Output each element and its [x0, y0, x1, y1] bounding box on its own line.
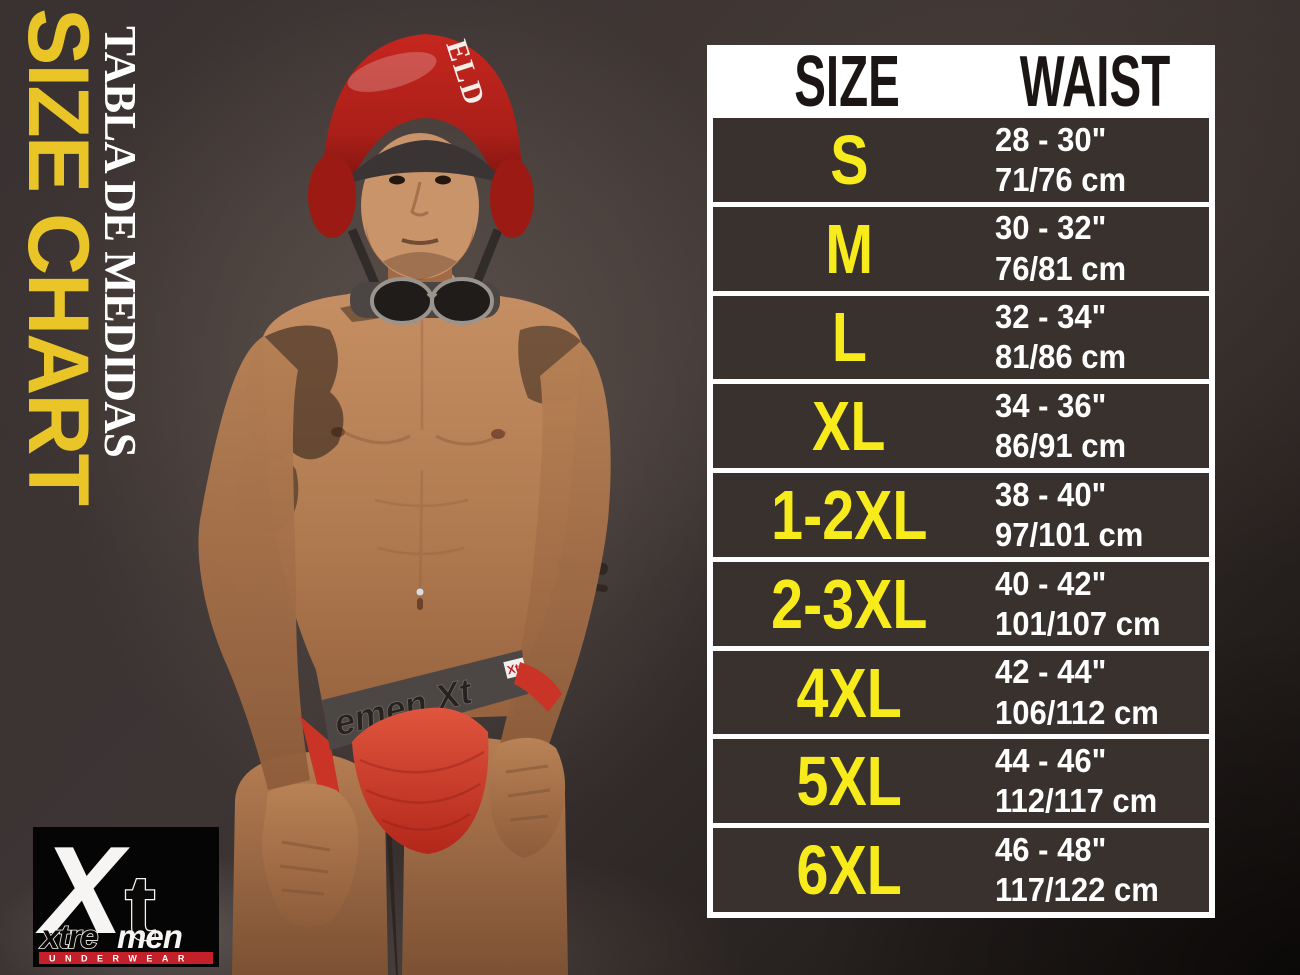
- size-label: 6XL: [796, 831, 902, 910]
- logo-wordmark-solid: men: [117, 918, 182, 955]
- model-hands: [262, 737, 566, 927]
- size-label: 2-3XL: [770, 564, 928, 643]
- waist-values: 40 - 42" 101/107 cm: [985, 564, 1209, 645]
- header-size: SIZE: [794, 42, 900, 122]
- waist-values: 44 - 46" 112/117 cm: [985, 741, 1209, 822]
- waist-inches: 46 - 48": [995, 830, 1107, 868]
- size-table-header: SIZE WAIST: [713, 46, 1209, 118]
- waist-values: 46 - 48" 117/122 cm: [985, 830, 1209, 911]
- waist-inches: 28 - 30": [995, 120, 1107, 158]
- waist-cm: 76/81 cm: [995, 249, 1127, 287]
- size-table-row: S 28 - 30" 71/76 cm: [713, 118, 1209, 202]
- size-label: 1-2XL: [770, 476, 928, 555]
- waist-cm: 71/76 cm: [995, 160, 1127, 198]
- logo-banner-text: UNDERWEAR: [49, 954, 194, 964]
- logo-monogram-t: t: [125, 857, 156, 959]
- size-label: M: [825, 209, 873, 288]
- page-title: SIZE CHART: [10, 8, 106, 504]
- model-arms: [198, 336, 611, 790]
- size-label: S: [829, 120, 869, 199]
- waist-cm: 81/86 cm: [995, 338, 1127, 376]
- size-table-row: L 32 - 34" 81/86 cm: [713, 295, 1209, 380]
- brand-logo: X t xtre men UNDERWEAR: [33, 827, 219, 967]
- waist-cm: 117/122 cm: [995, 871, 1159, 909]
- waist-inches: 34 - 36": [995, 386, 1107, 424]
- header-waist: WAIST: [1019, 42, 1171, 122]
- size-label: 4XL: [796, 653, 902, 732]
- waist-cm: 86/91 cm: [995, 427, 1127, 465]
- size-table-row: XL 34 - 36" 86/91 cm: [713, 384, 1209, 469]
- page-subtitle: TABLA DE MEDIDAS: [95, 26, 145, 457]
- waist-values: 32 - 34" 81/86 cm: [985, 297, 1209, 378]
- waist-values: 42 - 44" 106/112 cm: [985, 652, 1209, 733]
- size-table-row: 5XL 44 - 46" 112/117 cm: [713, 739, 1209, 824]
- size-table-row: 2-3XL 40 - 42" 101/107 cm: [713, 561, 1209, 646]
- size-table: SIZE WAIST S 28 - 30" 71/76 cm M 30 - 32…: [707, 45, 1215, 918]
- waist-cm: 112/117 cm: [995, 782, 1158, 820]
- waist-values: 28 - 30" 71/76 cm: [985, 120, 1209, 201]
- logo-monogram-x: X: [35, 827, 130, 960]
- waist-inches: 40 - 42": [995, 564, 1107, 602]
- waist-cm: 106/112 cm: [995, 693, 1159, 731]
- size-label: XL: [812, 387, 886, 466]
- waist-inches: 32 - 34": [995, 298, 1107, 336]
- size-table-row: 1-2XL 38 - 40" 97/101 cm: [713, 473, 1209, 557]
- waist-values: 38 - 40" 97/101 cm: [985, 475, 1209, 556]
- waist-inches: 38 - 40": [995, 475, 1107, 513]
- waist-cm: 97/101 cm: [995, 516, 1144, 554]
- waist-values: 34 - 36" 86/91 cm: [985, 386, 1209, 467]
- size-label: L: [831, 298, 867, 377]
- goggles: [350, 277, 500, 325]
- size-table-row: 6XL 46 - 48" 117/122 cm: [713, 828, 1209, 913]
- size-table-row: M 30 - 32" 76/81 cm: [713, 206, 1209, 291]
- model-head: ELD: [308, 34, 534, 325]
- waist-inches: 42 - 44": [995, 653, 1107, 691]
- size-table-row: 4XL 42 - 44" 106/112 cm: [713, 650, 1209, 735]
- waist-inches: 44 - 46": [995, 742, 1107, 780]
- waist-cm: 101/107 cm: [995, 604, 1161, 642]
- logo-wordmark-outline: xtre: [39, 918, 98, 955]
- size-label: 5XL: [796, 742, 902, 821]
- waist-values: 30 - 32" 76/81 cm: [985, 208, 1209, 289]
- waist-inches: 30 - 32": [995, 209, 1107, 247]
